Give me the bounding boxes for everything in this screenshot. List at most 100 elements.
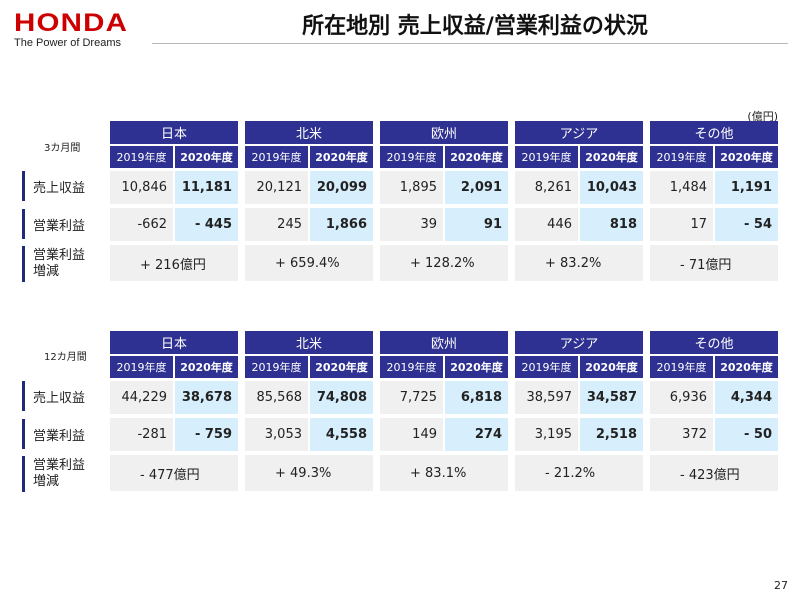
row-label-profit-3m: 営業利益: [22, 209, 108, 239]
logo-tagline: The Power of Dreams: [14, 37, 121, 49]
revenue-prev-cell: 38,597: [515, 381, 578, 414]
revenue-cur-cell: 11,181: [175, 171, 238, 204]
year-prev-header: 2019年度: [245, 356, 308, 378]
region-header: 日本: [110, 331, 238, 354]
profit-change-cell: - 21.2%: [515, 455, 643, 491]
profit-prev-cell: -662: [110, 208, 173, 241]
profit-prev-cell: 446: [515, 208, 578, 241]
year-prev-header: 2019年度: [380, 356, 443, 378]
region-block: 北米 2019年度 2020年度 20,121 20,099 245 1,866 + 659.…: [245, 121, 373, 281]
revenue-prev-cell: 8,261: [515, 171, 578, 204]
row-label-revenue-12m: 売上収益: [22, 381, 108, 411]
revenue-cur-cell: 34,587: [580, 381, 643, 414]
profit-prev-cell: 372: [650, 418, 713, 451]
revenue-cur-cell: 10,043: [580, 171, 643, 204]
profit-cur-cell: - 759: [175, 418, 238, 451]
profit-change-cell: - 423億円: [650, 455, 778, 491]
period-label-12m: 12カ月間: [44, 352, 87, 363]
profit-cur-cell: 4,558: [310, 418, 373, 451]
profit-change-cell: + 83.2%: [515, 245, 643, 281]
revenue-cur-cell: 20,099: [310, 171, 373, 204]
profit-change-cell: + 83.1%: [380, 455, 508, 491]
profit-cur-cell: 274: [445, 418, 508, 451]
row-label-revenue-3m: 売上収益: [22, 171, 108, 201]
row-label-text: 売上収益: [33, 390, 86, 406]
profit-prev-cell: 149: [380, 418, 443, 451]
revenue-prev-cell: 10,846: [110, 171, 173, 204]
region-header: 北米: [245, 121, 373, 144]
revenue-prev-cell: 7,725: [380, 381, 443, 414]
profit-change-cell: + 128.2%: [380, 245, 508, 281]
region-header: 欧州: [380, 331, 508, 354]
revenue-prev-cell: 85,568: [245, 381, 308, 414]
region-header: アジア: [515, 121, 643, 144]
revenue-cur-cell: 4,344: [715, 381, 778, 414]
year-cur-header: 2020年度: [445, 356, 508, 378]
profit-change-cell: + 216億円: [110, 245, 238, 281]
region-block: その他 2019年度 2020年度 6,936 4,344 372- 50 - 423億円: [650, 331, 778, 491]
year-prev-header: 2019年度: [245, 146, 308, 168]
region-block: 欧州 2019年度 2020年度 7,725 6,818 149 274 + 83.1%: [380, 331, 508, 491]
year-cur-header: 2020年度: [445, 146, 508, 168]
honda-logo: HONDA The Power of Dreams: [14, 10, 127, 49]
revenue-cur-cell: 2,091: [445, 171, 508, 204]
page-title: 所在地別 売上収益/営業利益の状況: [302, 14, 648, 39]
row-label-text: 営業利益: [33, 428, 86, 444]
year-prev-header: 2019年度: [515, 356, 578, 378]
profit-cur-cell: - 445: [175, 208, 238, 241]
region-header: 日本: [110, 121, 238, 144]
profit-prev-cell: 245: [245, 208, 308, 241]
revenue-cur-cell: 38,678: [175, 381, 238, 414]
revenue-cur-cell: 6,818: [445, 381, 508, 414]
profit-cur-cell: - 50: [715, 418, 778, 451]
region-block: 北米 2019年度 2020年度 85,568 74,808 3,053 4,558 + 49…: [245, 331, 373, 491]
row-label-text: 営業利益 増減: [33, 248, 86, 279]
revenue-prev-cell: 20,121: [245, 171, 308, 204]
revenue-prev-cell: 1,484: [650, 171, 713, 204]
page-number: 27: [774, 579, 788, 592]
year-cur-header: 2020年度: [715, 356, 778, 378]
row-label-change-12m: 営業利益 増減: [22, 456, 108, 492]
row-label-text: 営業利益: [33, 218, 86, 234]
region-header: アジア: [515, 331, 643, 354]
profit-change-cell: - 477億円: [110, 455, 238, 491]
region-block: 日本 2019年度 2020年度 10,846 11,181 -662- 445 + 216…: [110, 121, 238, 281]
revenue-cur-cell: 74,808: [310, 381, 373, 414]
title-divider: [152, 43, 788, 44]
region-block: その他 2019年度 2020年度 1,484 1,191 17- 54 - 71億円: [650, 121, 778, 281]
profit-prev-cell: 39: [380, 208, 443, 241]
row-label-change-3m: 営業利益 増減: [22, 246, 108, 282]
profit-cur-cell: 2,518: [580, 418, 643, 451]
unit-label: (億円): [747, 110, 778, 123]
year-cur-header: 2020年度: [310, 356, 373, 378]
year-prev-header: 2019年度: [380, 146, 443, 168]
profit-prev-cell: 3,053: [245, 418, 308, 451]
revenue-prev-cell: 6,936: [650, 381, 713, 414]
profit-cur-cell: 91: [445, 208, 508, 241]
profit-change-cell: + 659.4%: [245, 245, 373, 281]
year-prev-header: 2019年度: [110, 146, 173, 168]
year-cur-header: 2020年度: [580, 146, 643, 168]
year-cur-header: 2020年度: [715, 146, 778, 168]
region-header: その他: [650, 121, 778, 144]
region-block: 欧州 2019年度 2020年度 1,895 2,091 39 91 + 128.2%: [380, 121, 508, 281]
year-cur-header: 2020年度: [175, 356, 238, 378]
year-cur-header: 2020年度: [175, 146, 238, 168]
row-label-text: 営業利益 増減: [33, 458, 86, 489]
period-label-3m: 3カ月間: [44, 143, 81, 154]
revenue-prev-cell: 1,895: [380, 171, 443, 204]
year-prev-header: 2019年度: [650, 356, 713, 378]
revenue-prev-cell: 44,229: [110, 381, 173, 414]
year-cur-header: 2020年度: [310, 146, 373, 168]
region-header: 北米: [245, 331, 373, 354]
logo-wordmark: HONDA: [14, 9, 129, 37]
profit-cur-cell: 1,866: [310, 208, 373, 241]
region-header: その他: [650, 331, 778, 354]
year-cur-header: 2020年度: [580, 356, 643, 378]
profit-prev-cell: -281: [110, 418, 173, 451]
year-prev-header: 2019年度: [650, 146, 713, 168]
profit-change-cell: + 49.3%: [245, 455, 373, 491]
profit-change-cell: - 71億円: [650, 245, 778, 281]
profit-cur-cell: 818: [580, 208, 643, 241]
revenue-cur-cell: 1,191: [715, 171, 778, 204]
